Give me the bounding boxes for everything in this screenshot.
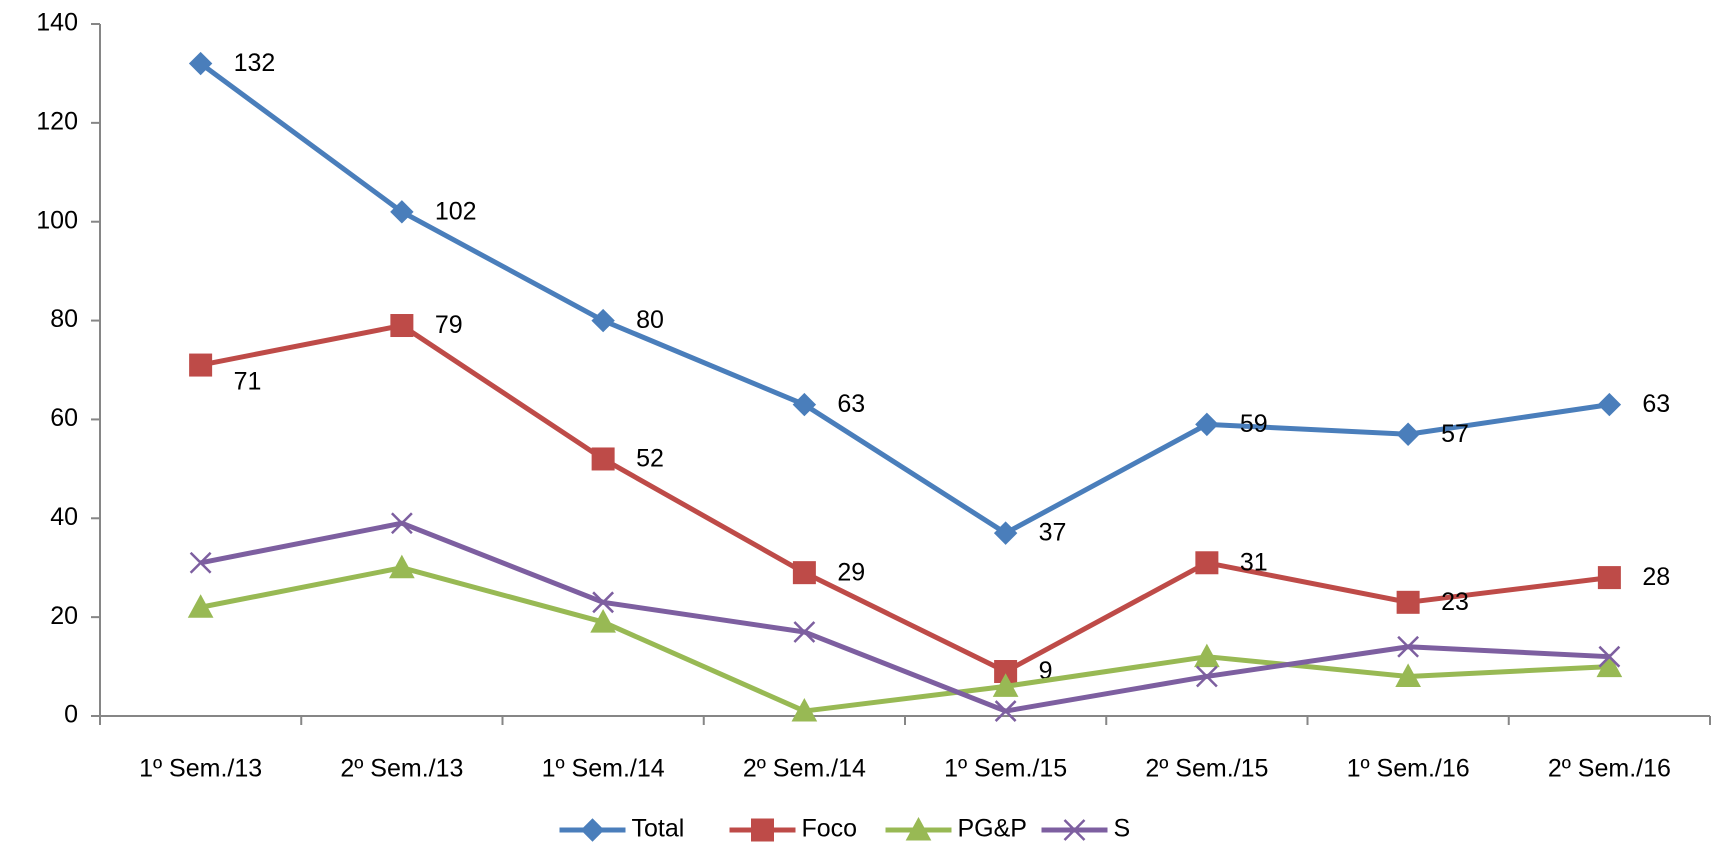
data-point <box>1194 643 1220 668</box>
data-point <box>993 521 1018 545</box>
data-point <box>187 594 214 618</box>
data-point <box>189 551 212 574</box>
legend-marker <box>751 818 774 842</box>
data-label: 63 <box>1642 390 1670 418</box>
data-point <box>591 447 615 471</box>
x-tick-label: 2º Sem./15 <box>1145 755 1268 783</box>
data-label: 23 <box>1441 588 1469 616</box>
series-line <box>200 323 1610 675</box>
data-point <box>994 700 1017 722</box>
data-point <box>791 698 818 722</box>
data-label: 29 <box>837 558 865 586</box>
x-tick-label: 1º Sem./15 <box>944 755 1067 783</box>
y-tick-label: 140 <box>36 9 78 37</box>
y-tick-label: 100 <box>36 206 78 234</box>
x-tick-label: 2º Sem./14 <box>743 755 866 783</box>
y-tick-label: 60 <box>50 404 78 432</box>
data-label: 31 <box>1240 548 1268 576</box>
data-point <box>592 591 615 614</box>
x-tick-label: 1º Sem./13 <box>139 755 262 783</box>
series-line <box>200 520 1610 714</box>
data-label: 57 <box>1441 420 1469 448</box>
x-tick-label: 1º Sem./14 <box>542 755 665 783</box>
legend-label: Total <box>632 815 685 843</box>
data-point <box>1597 392 1622 417</box>
data-point <box>792 561 816 585</box>
legend-marker <box>580 818 605 842</box>
data-label: 80 <box>636 306 664 334</box>
data-point <box>1397 635 1420 658</box>
x-tick-label: 2º Sem./13 <box>340 755 463 783</box>
data-point <box>1195 665 1218 688</box>
data-point <box>1195 412 1219 437</box>
legend-marker <box>1063 819 1086 841</box>
data-point <box>390 200 414 224</box>
data-point <box>590 609 616 633</box>
legend-marker <box>905 816 932 841</box>
y-tick-label: 0 <box>64 701 78 729</box>
data-point <box>793 621 816 643</box>
data-label: 59 <box>1240 410 1268 438</box>
data-point <box>1598 645 1621 668</box>
legend: Total Foco PG&P S <box>559 815 1131 843</box>
data-point <box>389 554 415 579</box>
data-point <box>992 673 1019 697</box>
data-point <box>189 353 213 377</box>
y-tick-label: 120 <box>36 107 78 135</box>
series-line <box>200 565 1610 714</box>
legend-label: PG&P <box>958 815 1027 843</box>
data-point <box>1395 663 1421 687</box>
y-tick-label: 20 <box>50 602 78 630</box>
y-tick-label: 80 <box>50 305 78 333</box>
data-label: 52 <box>636 445 664 473</box>
series-line <box>199 61 1610 536</box>
data-point <box>1596 653 1623 678</box>
y-tick-label: 40 <box>50 503 78 531</box>
data-label: 63 <box>837 390 865 418</box>
data-point <box>591 308 615 333</box>
legend-label: Foco <box>802 815 858 843</box>
data-point <box>390 512 413 535</box>
data-point <box>390 314 414 338</box>
x-tick-label: 2º Sem./16 <box>1548 755 1671 783</box>
data-label: 28 <box>1642 563 1670 591</box>
data-label: 102 <box>435 197 477 225</box>
data-point <box>1597 566 1621 590</box>
data-point <box>188 51 213 76</box>
data-point <box>1396 590 1420 614</box>
data-point <box>792 392 817 417</box>
legend-label: S <box>1114 815 1131 843</box>
x-tick-label: 1º Sem./16 <box>1347 755 1470 783</box>
data-point <box>1195 551 1219 575</box>
data-label: 79 <box>435 311 463 339</box>
data-point <box>1396 422 1420 446</box>
data-label: 132 <box>234 49 276 77</box>
data-label: 71 <box>234 368 262 396</box>
data-label: 37 <box>1039 519 1067 547</box>
